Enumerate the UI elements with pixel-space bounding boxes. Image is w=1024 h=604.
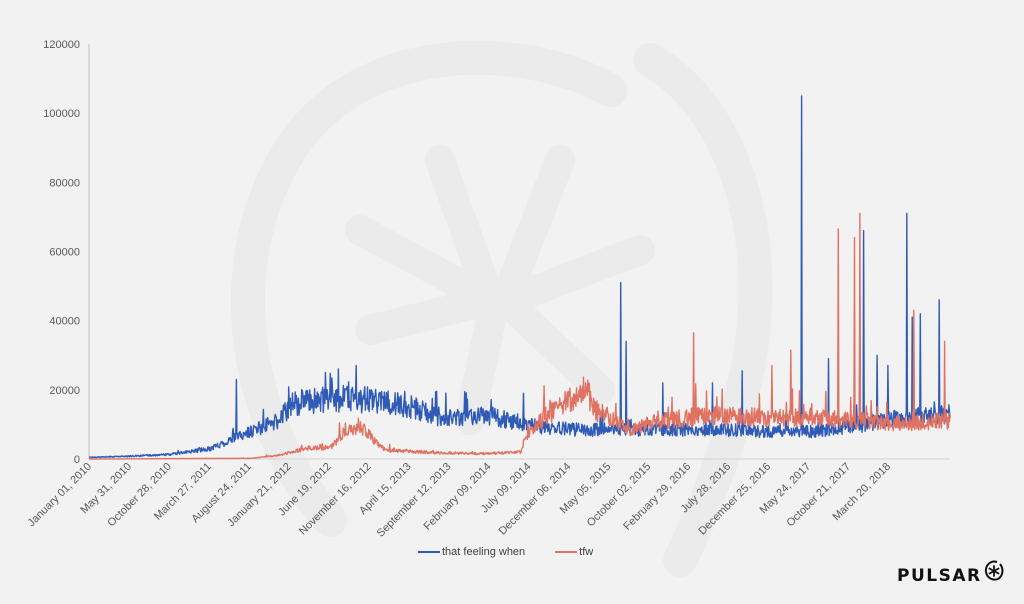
- y-tick-label: 20000: [49, 385, 80, 397]
- legend-item-tfw[interactable]: tfw: [555, 546, 593, 558]
- watermark-logo: [231, 40, 773, 577]
- legend-label: tfw: [579, 546, 594, 558]
- x-tick-label: January 01, 2010: [26, 461, 95, 530]
- series-line-that-feeling-when: [88, 95, 951, 459]
- x-tick-label: September 12, 2013: [375, 461, 454, 540]
- series-line-tfw: [88, 212, 951, 460]
- brand-logo: PULSAR: [897, 560, 1005, 586]
- y-tick-label: 120000: [43, 39, 80, 51]
- brand-wordmark: PULSAR: [897, 566, 982, 586]
- legend-item-that-feeling-when[interactable]: that feeling when: [418, 546, 525, 558]
- legend-swatch-blue: [418, 551, 440, 553]
- y-tick-label: 80000: [49, 177, 80, 189]
- x-tick-label: February 09, 2014: [422, 461, 494, 533]
- y-tick-label: 0: [74, 454, 80, 466]
- pulsar-asterisk-icon: [984, 560, 1004, 581]
- x-tick-label: December 06, 2014: [497, 461, 574, 538]
- y-tick-label: 60000: [49, 247, 80, 259]
- legend-swatch-red: [555, 551, 578, 553]
- legend-label: that feeling when: [442, 546, 526, 558]
- y-tick-label: 40000: [49, 316, 80, 328]
- y-tick-labels: 0 20000 40000 60000 80000 100000 120000: [43, 39, 80, 466]
- series-lines: [88, 95, 951, 460]
- legend: that feeling when tfw: [418, 546, 623, 558]
- y-tick-label: 100000: [43, 108, 80, 120]
